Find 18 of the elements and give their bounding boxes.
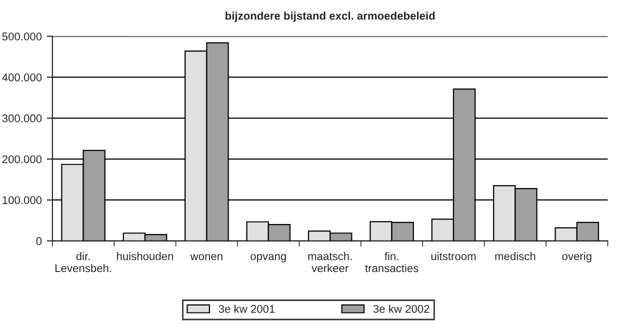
legend-label: 3e kw 2001 bbox=[218, 304, 275, 313]
x-tick-label: wonen bbox=[190, 254, 222, 260]
x-tick-label: opvang bbox=[250, 254, 286, 262]
x-tick-label: uitstroom bbox=[431, 252, 476, 260]
y-tick-label: 0 bbox=[36, 237, 42, 246]
y-tick-label: 400.000 bbox=[2, 73, 42, 82]
y-tick-label: 300.000 bbox=[2, 114, 42, 122]
x-tick-label: maatsch. verkeer bbox=[308, 252, 352, 272]
y-tick-label: 100.000 bbox=[2, 196, 42, 204]
x-tick-label: overig bbox=[562, 252, 592, 262]
x-tick-label: fin. transacties bbox=[365, 252, 418, 272]
y-tick-label: 200.000 bbox=[2, 155, 42, 164]
x-tick-label: huishouden bbox=[117, 252, 174, 260]
x-tick-label: medisch bbox=[495, 252, 536, 260]
chart-title: bijzondere bijstand excl. armoedebeleid bbox=[226, 12, 435, 22]
legend-label: 3e kw 2002 bbox=[373, 304, 430, 313]
y-tick-label: 500.000 bbox=[2, 32, 42, 40]
x-tick-label: dir. Levensbeh. bbox=[55, 252, 112, 272]
